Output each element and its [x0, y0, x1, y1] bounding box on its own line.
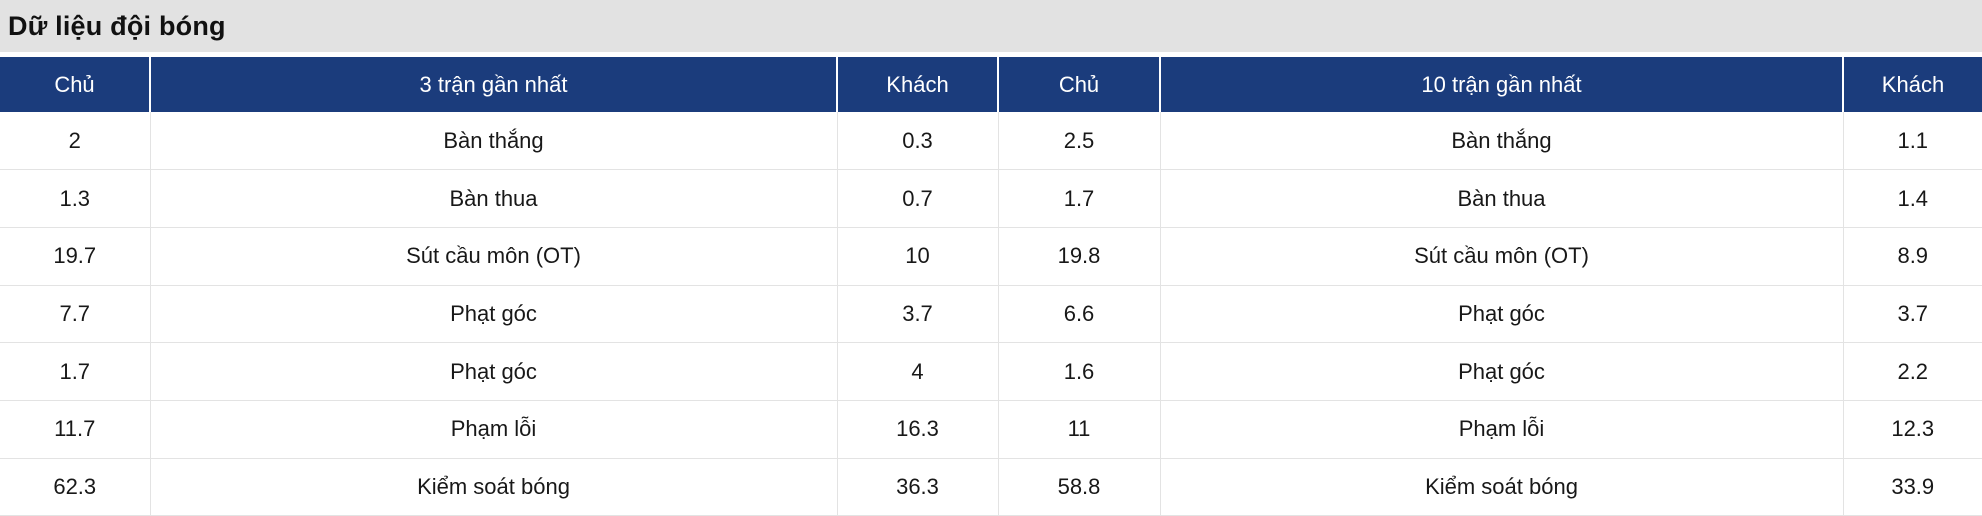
- away-value-last10: 3.7: [1842, 285, 1982, 344]
- home-value-last3: 11.7: [0, 400, 150, 459]
- header-away-last10: Khách: [1842, 57, 1982, 112]
- table-row-shots-on-target: 19.7 Sút cầu môn (OT) 10 19.8 Sút cầu mô…: [0, 227, 1982, 286]
- header-last3-label: 3 trận gần nhất: [149, 57, 837, 112]
- page-title: Dữ liệu đội bóng: [8, 10, 226, 41]
- stat-label-last10: Bàn thua: [1159, 169, 1843, 228]
- header-last10-label: 10 trận gần nhất: [1159, 57, 1843, 112]
- home-value-last10: 6.6: [997, 285, 1160, 344]
- away-value-last3: 3.7: [836, 285, 998, 344]
- away-value-last3: 0.3: [836, 112, 998, 171]
- home-value-last3: 1.3: [0, 169, 150, 228]
- stat-label-last3: Kiểm soát bóng: [149, 458, 837, 516]
- home-value-last3: 1.7: [0, 342, 150, 401]
- stat-label-last10: Bàn thắng: [1159, 112, 1843, 171]
- table-row-fouls: 11.7 Phạm lỗi 16.3 11 Phạm lỗi 12.3: [0, 400, 1982, 459]
- stat-label-last10: Kiểm soát bóng: [1159, 458, 1843, 516]
- section-title-bar: Dữ liệu đội bóng: [0, 0, 1982, 52]
- table-row-corners-2: 1.7 Phạt góc 4 1.6 Phạt góc 2.2: [0, 342, 1982, 401]
- table-row-goals-scored: 2 Bàn thắng 0.3 2.5 Bàn thắng 1.1: [0, 112, 1982, 171]
- away-value-last3: 0.7: [836, 169, 998, 228]
- away-value-last3: 16.3: [836, 400, 998, 459]
- table-row-corners: 7.7 Phạt góc 3.7 6.6 Phạt góc 3.7: [0, 285, 1982, 344]
- home-value-last10: 11: [997, 400, 1160, 459]
- away-value-last10: 1.1: [1842, 112, 1982, 171]
- stat-label-last10: Phạt góc: [1159, 285, 1843, 344]
- team-stats-table: Chủ 3 trận gần nhất Khách Chủ 10 trận gầ…: [0, 57, 1982, 516]
- stat-label-last3: Phạt góc: [149, 285, 837, 344]
- table-row-goals-conceded: 1.3 Bàn thua 0.7 1.7 Bàn thua 1.4: [0, 169, 1982, 228]
- table-row-possession: 62.3 Kiểm soát bóng 36.3 58.8 Kiểm soát …: [0, 458, 1982, 516]
- away-value-last3: 36.3: [836, 458, 998, 516]
- table-header: Chủ 3 trận gần nhất Khách Chủ 10 trận gầ…: [0, 57, 1982, 112]
- stat-label-last3: Phạm lỗi: [149, 400, 837, 459]
- home-value-last10: 1.6: [997, 342, 1160, 401]
- header-row: Chủ 3 trận gần nhất Khách Chủ 10 trận gầ…: [0, 57, 1982, 112]
- stat-label-last3: Bàn thắng: [149, 112, 837, 171]
- table-body: 2 Bàn thắng 0.3 2.5 Bàn thắng 1.1 1.3 Bà…: [0, 112, 1982, 516]
- home-value-last3: 62.3: [0, 458, 150, 516]
- home-value-last3: 7.7: [0, 285, 150, 344]
- away-value-last3: 4: [836, 342, 998, 401]
- home-value-last10: 1.7: [997, 169, 1160, 228]
- header-home-last3: Chủ: [0, 57, 150, 112]
- divider: [0, 52, 1982, 57]
- away-value-last10: 8.9: [1842, 227, 1982, 286]
- stat-label-last10: Phạm lỗi: [1159, 400, 1843, 459]
- header-home-last10: Chủ: [997, 57, 1160, 112]
- stat-label-last3: Bàn thua: [149, 169, 837, 228]
- header-away-last3: Khách: [836, 57, 998, 112]
- away-value-last3: 10: [836, 227, 998, 286]
- away-value-last10: 2.2: [1842, 342, 1982, 401]
- away-value-last10: 33.9: [1842, 458, 1982, 516]
- away-value-last10: 1.4: [1842, 169, 1982, 228]
- stat-label-last3: Phạt góc: [149, 342, 837, 401]
- home-value-last10: 19.8: [997, 227, 1160, 286]
- stat-label-last3: Sút cầu môn (OT): [149, 227, 837, 286]
- home-value-last10: 2.5: [997, 112, 1160, 171]
- home-value-last3: 19.7: [0, 227, 150, 286]
- stat-label-last10: Sút cầu môn (OT): [1159, 227, 1843, 286]
- stat-label-last10: Phạt góc: [1159, 342, 1843, 401]
- home-value-last3: 2: [0, 112, 150, 171]
- away-value-last10: 12.3: [1842, 400, 1982, 459]
- home-value-last10: 58.8: [997, 458, 1160, 516]
